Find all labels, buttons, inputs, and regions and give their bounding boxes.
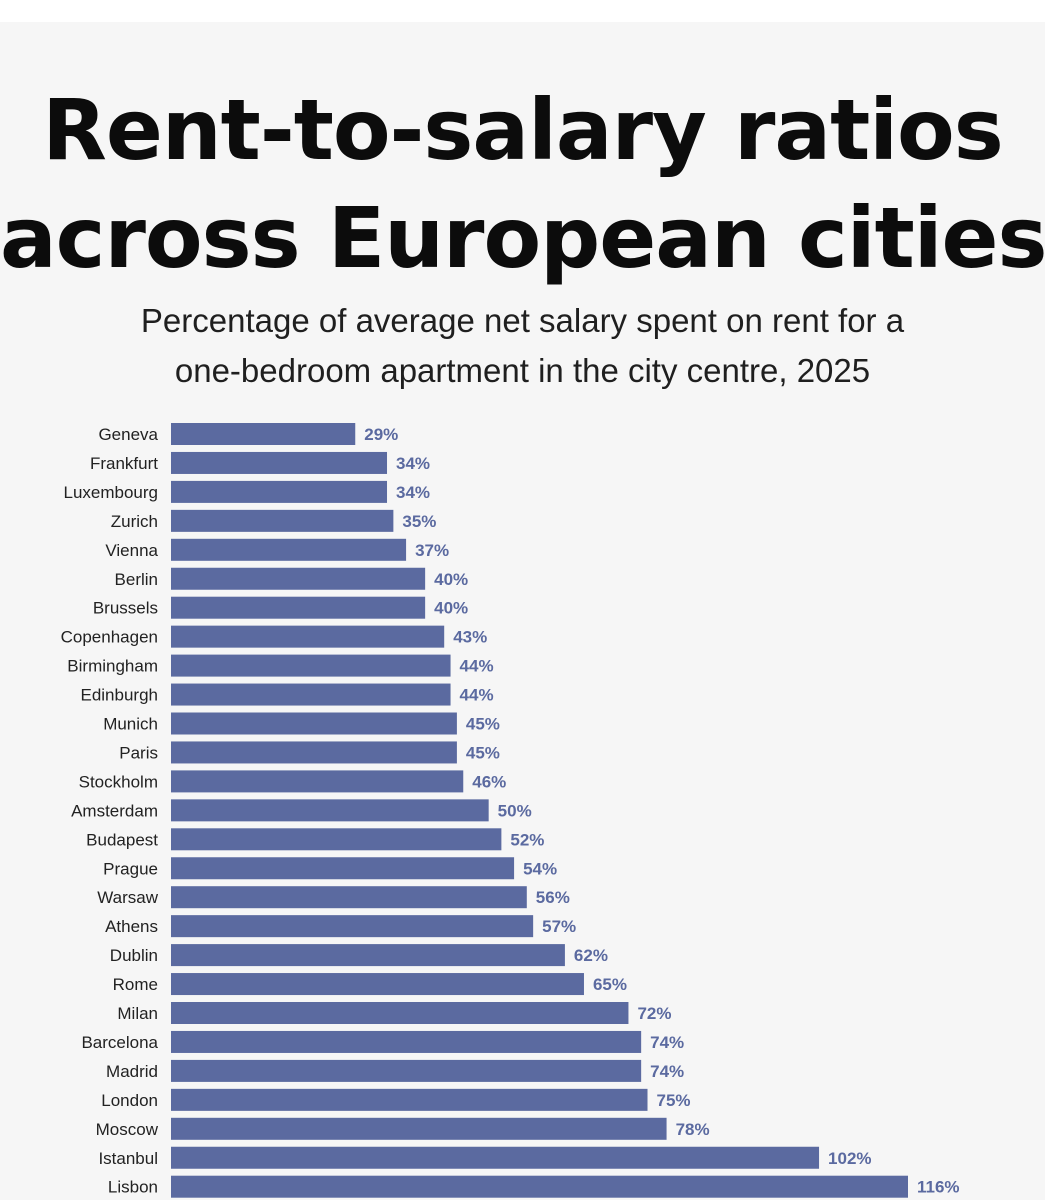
category-label: Paris (119, 743, 158, 762)
bar (171, 596, 426, 619)
bar (171, 683, 451, 706)
category-label: Frankfurt (90, 454, 158, 473)
category-label: Istanbul (98, 1149, 158, 1168)
value-label: 65% (593, 975, 627, 994)
value-label: 116% (917, 1178, 960, 1197)
bar (171, 1146, 820, 1169)
category-label: Brussels (93, 599, 158, 618)
value-label: 34% (396, 483, 430, 502)
value-label: 50% (498, 801, 532, 820)
value-label: 46% (472, 772, 506, 791)
bar (171, 828, 502, 851)
category-label: Rome (113, 975, 158, 994)
bar (171, 1002, 629, 1024)
bar (171, 538, 407, 561)
bar (171, 1088, 648, 1111)
value-label: 35% (402, 512, 436, 531)
value-label: 102% (828, 1149, 871, 1168)
chart-title-line-1: Rent-to-salary ratios (42, 81, 1004, 179)
value-label: 44% (460, 657, 494, 676)
category-label: Madrid (106, 1062, 158, 1081)
category-label: Budapest (86, 830, 158, 849)
category-label: Athens (105, 917, 158, 936)
value-label: 62% (574, 946, 608, 965)
bar (171, 423, 356, 445)
value-label: 52% (510, 830, 544, 849)
category-label: Dublin (110, 946, 158, 965)
bar (171, 1117, 667, 1140)
bar (171, 944, 565, 967)
category-label: Zurich (111, 512, 158, 531)
category-label: Birmingham (67, 657, 158, 676)
bar (171, 1059, 642, 1082)
category-label: Edinburgh (80, 686, 158, 705)
category-label: Geneva (98, 425, 158, 444)
category-label: London (101, 1091, 158, 1110)
value-label: 45% (466, 743, 500, 762)
category-label: Moscow (96, 1120, 159, 1139)
chart-subtitle-line-2: one-bedroom apartment in the city centre… (174, 352, 871, 389)
category-label: Prague (103, 859, 158, 878)
bar (171, 509, 394, 532)
category-label: Amsterdam (71, 801, 158, 820)
bar (171, 1175, 908, 1198)
category-label: Milan (117, 1004, 158, 1023)
bar (171, 741, 457, 764)
chart-title-line-2: across European cities (0, 189, 1045, 287)
value-label: 40% (434, 570, 468, 589)
bar (171, 857, 515, 880)
category-label: Munich (103, 715, 158, 734)
bar (171, 712, 457, 735)
value-label: 45% (466, 715, 500, 734)
value-label: 78% (676, 1120, 710, 1139)
bar (171, 625, 445, 648)
category-label: Vienna (105, 541, 158, 560)
value-label: 29% (364, 425, 398, 444)
value-label: 54% (523, 859, 557, 878)
category-label: Lisbon (108, 1178, 158, 1197)
bar (171, 973, 584, 996)
bar (171, 1030, 642, 1053)
chart-subtitle-line-1: Percentage of average net salary spent o… (140, 302, 905, 339)
value-label: 43% (453, 628, 487, 647)
value-label: 74% (650, 1062, 684, 1081)
category-label: Barcelona (81, 1033, 158, 1052)
bar (171, 567, 426, 590)
value-label: 72% (637, 1004, 671, 1023)
bar (171, 654, 451, 677)
value-label: 44% (460, 686, 494, 705)
bar (171, 451, 388, 474)
value-label: 56% (536, 888, 570, 907)
category-label: Stockholm (79, 772, 158, 791)
category-label: Copenhagen (61, 628, 158, 647)
category-label: Luxembourg (63, 483, 158, 502)
category-label: Warsaw (97, 888, 158, 907)
bar (171, 770, 464, 793)
value-label: 75% (657, 1091, 691, 1110)
bar (171, 480, 388, 503)
value-label: 40% (434, 599, 468, 618)
value-label: 37% (415, 541, 449, 560)
category-label: Berlin (115, 570, 158, 589)
bar (171, 799, 489, 822)
value-label: 57% (542, 917, 576, 936)
value-label: 34% (396, 454, 430, 473)
value-label: 74% (650, 1033, 684, 1052)
bar (171, 886, 527, 909)
bar (171, 915, 534, 938)
